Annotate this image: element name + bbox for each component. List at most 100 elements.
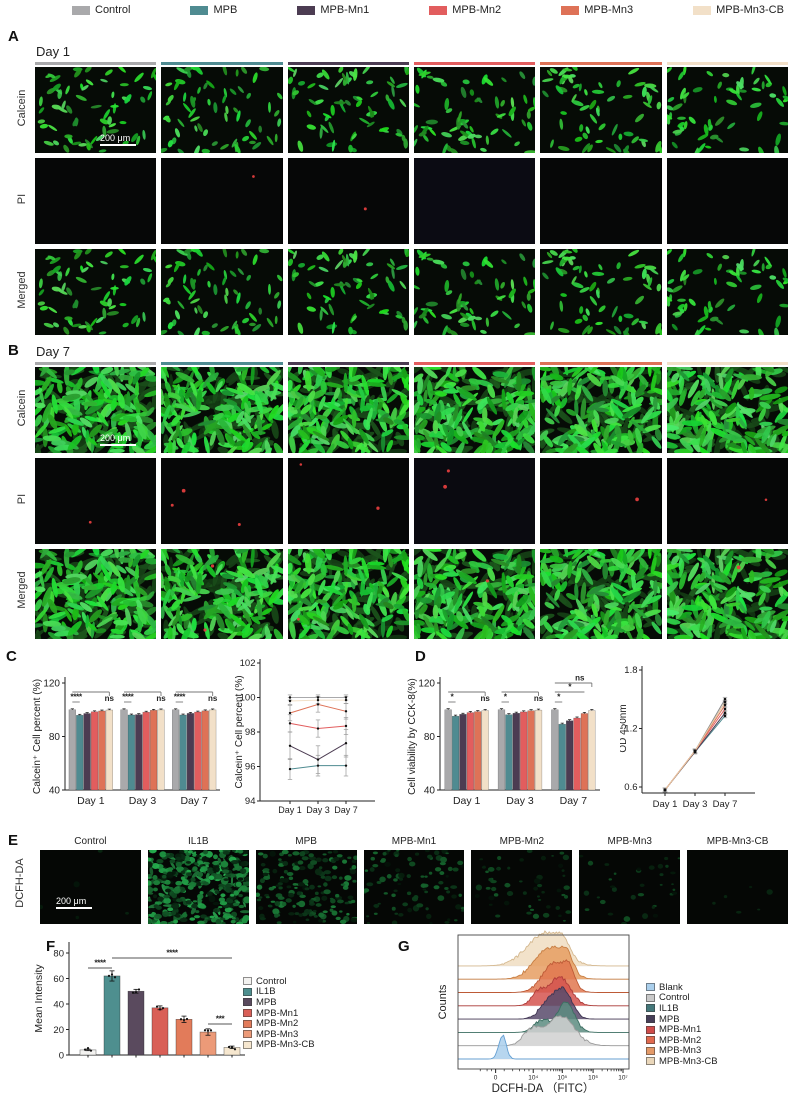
svg-text:*: * <box>450 692 454 702</box>
legend-swatch <box>72 5 90 15</box>
legend-label: MPB-Mn3 <box>584 4 634 16</box>
legend-item-control: Control <box>72 4 130 16</box>
legend-swatch <box>243 1009 252 1018</box>
legend-swatch <box>693 5 712 15</box>
micro-image-pi <box>540 158 662 244</box>
micro-image-pi <box>666 458 788 544</box>
legend-swatch <box>646 1004 655 1013</box>
svg-text:0.6: 0.6 <box>624 782 637 793</box>
micro-image-calcein <box>35 367 157 453</box>
micro-image-pi <box>161 158 283 244</box>
group-color-bar <box>287 362 409 365</box>
mean-intensity-bar-chart: 0 20 40 60 80 Mean Intensity **** **** *** <box>30 930 265 1100</box>
calcein-percent-line-chart: 94 96 98 100 102 Calcein⁺ Cell percent (%) Day… <box>234 655 385 828</box>
legend-item-blank: Blank <box>646 982 718 993</box>
micro-column <box>540 62 662 335</box>
micro-image-calcein <box>414 367 536 453</box>
group-color-bar <box>666 362 788 365</box>
panel-e-grid: Control IL1B MPB MPB-Mn1 MPB-Mn2 MPB-Mn3 MPB-M… <box>40 836 788 924</box>
legend-swatch <box>646 1015 655 1024</box>
group-color-bar <box>287 62 409 65</box>
od450-line-chart: 0.6 1.2 1.8 OD 450nm Day 1 Day 3 Day 7 <box>618 655 785 828</box>
legend-swatch <box>243 1019 252 1028</box>
legend-label: IL1B <box>256 986 276 998</box>
panel-g-label: G <box>398 938 410 955</box>
micro-image-calcein <box>35 67 157 153</box>
panel-b-title: Day 7 <box>36 344 70 359</box>
legend-swatch <box>646 1057 655 1066</box>
legend-item-control: Control <box>243 976 315 987</box>
svg-text:Day 7: Day 7 <box>560 795 588 807</box>
row-label-pi-a: PI <box>16 193 28 205</box>
legend-label: MPB-Mn2 <box>659 1034 702 1046</box>
calcein-percent-bar-chart: 40 80 120 Calcein⁺ Cell percent (%) Day 1 Day… <box>30 655 235 825</box>
cck8-viability-bar-chart: 40 80 120 Cell viability by CCK-8(%) Day 1 Da… <box>405 655 610 825</box>
legend-label: IL1B <box>659 1002 679 1014</box>
c_line-svg: 94 96 98 100 102 Calcein⁺ Cell percent (%) Day… <box>234 658 375 815</box>
e-column-label: MPB-Mn3-CB <box>706 836 769 847</box>
micro-image-calcein <box>287 67 409 153</box>
legend-label: MPB-Mn3-CB <box>716 4 784 16</box>
legend-item-mpb: MPB <box>190 4 237 16</box>
svg-text:96: 96 <box>245 762 256 773</box>
panel-a-grid <box>35 62 788 335</box>
svg-text:80: 80 <box>424 732 436 743</box>
legend-swatch <box>646 1046 655 1055</box>
svg-text:1.8: 1.8 <box>624 665 637 676</box>
micro-column <box>161 362 283 639</box>
svg-text:*: * <box>557 692 561 702</box>
micro-column <box>35 362 157 639</box>
micro-image-merged <box>287 249 409 335</box>
legend-item-mpb-mn2: MPB-Mn2 <box>646 1035 718 1046</box>
group-color-bar <box>414 62 536 65</box>
legend-swatch <box>243 998 252 1007</box>
legend-item-mpb-mn3: MPB-Mn3 <box>243 1029 315 1040</box>
legend-item-il1b: IL1B <box>243 986 315 998</box>
micro-column <box>414 362 536 639</box>
micro-image-merged <box>161 549 283 639</box>
micro-image-merged <box>666 249 788 335</box>
micro-image-pi <box>161 458 283 544</box>
legend-item-mpb: MPB <box>243 997 315 1008</box>
legend-item-mpb-mn3: MPB-Mn3 <box>646 1045 718 1056</box>
legend-item-mpb-mn1: MPB-Mn1 <box>646 1024 718 1035</box>
svg-text:ns: ns <box>208 694 218 703</box>
legend-swatch <box>646 983 655 992</box>
svg-text:ns: ns <box>105 694 115 703</box>
scale-bar-line <box>56 907 92 909</box>
e-column-label: MPB <box>295 836 317 847</box>
svg-text:Day 1: Day 1 <box>77 795 105 807</box>
micro-column-mpb-mn1: MPB-Mn1 <box>363 836 465 924</box>
micro-image-calcein <box>666 67 788 153</box>
legend-item-mpb: MPB <box>646 1014 718 1025</box>
micro-column-il1b: IL1B <box>147 836 249 924</box>
micro-column <box>287 362 409 639</box>
legend-label: Blank <box>659 981 683 993</box>
micro-image-pi <box>287 158 409 244</box>
svg-text:80: 80 <box>49 732 61 743</box>
legend-label: MPB <box>659 1013 680 1025</box>
micro-column <box>540 362 662 639</box>
legend-item-mpb-mn1: MPB-Mn1 <box>297 4 369 16</box>
legend-item-mpb-mn3-cb: MPB-Mn3-CB <box>646 1056 718 1067</box>
legend-label: MPB-Mn2 <box>452 4 502 16</box>
row-label-pi-b: PI <box>16 493 28 505</box>
mean-intensity-legend: Control IL1B MPB MPB-Mn1 MPB-Mn2 MPB-Mn3 MPB-M… <box>243 976 315 1050</box>
group-color-bar <box>161 362 283 365</box>
group-color-bar <box>161 62 283 65</box>
micro-image-dcfh <box>40 850 141 924</box>
panel-b-label: B <box>8 342 19 359</box>
legend-label: Control <box>659 992 690 1004</box>
svg-text:Day 7: Day 7 <box>334 805 358 815</box>
svg-text:120: 120 <box>418 679 435 690</box>
e-column-label: Control <box>74 836 107 847</box>
micro-image-calcein <box>161 67 283 153</box>
legend-swatch <box>243 1030 252 1039</box>
micro-image-merged <box>540 249 662 335</box>
svg-text:ns: ns <box>156 694 166 703</box>
micro-image-merged <box>540 549 662 639</box>
svg-text:Day 7: Day 7 <box>180 795 208 807</box>
